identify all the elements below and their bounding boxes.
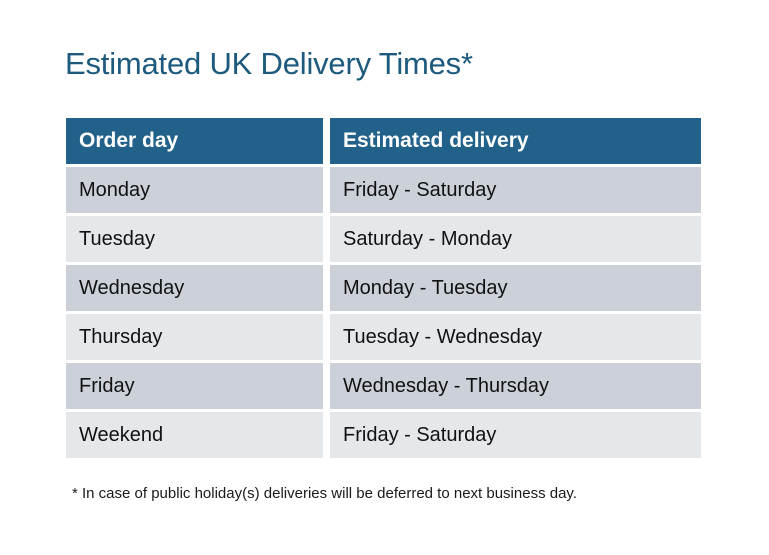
cell-order-day: Wednesday xyxy=(66,265,323,311)
table-header-row: Order day Estimated delivery xyxy=(66,118,701,164)
table-row: Weekend Friday - Saturday xyxy=(66,412,701,458)
column-header-order-day: Order day xyxy=(66,118,323,164)
cell-estimated-delivery: Friday - Saturday xyxy=(330,412,701,458)
cell-order-day: Tuesday xyxy=(66,216,323,262)
column-header-estimated-delivery: Estimated delivery xyxy=(330,118,701,164)
cell-estimated-delivery: Saturday - Monday xyxy=(330,216,701,262)
page-title: Estimated UK Delivery Times* xyxy=(65,46,473,81)
cell-order-day: Weekend xyxy=(66,412,323,458)
column-gap xyxy=(323,363,330,409)
table-row: Tuesday Saturday - Monday xyxy=(66,216,701,262)
column-gap xyxy=(323,167,330,213)
cell-estimated-delivery: Friday - Saturday xyxy=(330,167,701,213)
table-row: Thursday Tuesday - Wednesday xyxy=(66,314,701,360)
column-gap xyxy=(323,314,330,360)
table-row: Wednesday Monday - Tuesday xyxy=(66,265,701,311)
cell-estimated-delivery: Monday - Tuesday xyxy=(330,265,701,311)
table-row: Monday Friday - Saturday xyxy=(66,167,701,213)
column-gap xyxy=(323,216,330,262)
cell-estimated-delivery: Wednesday - Thursday xyxy=(330,363,701,409)
table-row: Friday Wednesday - Thursday xyxy=(66,363,701,409)
column-gap xyxy=(323,412,330,458)
delivery-times-table: Order day Estimated delivery Monday Frid… xyxy=(66,118,701,461)
cell-estimated-delivery: Tuesday - Wednesday xyxy=(330,314,701,360)
column-gap xyxy=(323,118,330,164)
column-gap xyxy=(323,265,330,311)
footnote-text: * In case of public holiday(s) deliverie… xyxy=(72,485,577,502)
cell-order-day: Monday xyxy=(66,167,323,213)
cell-order-day: Friday xyxy=(66,363,323,409)
cell-order-day: Thursday xyxy=(66,314,323,360)
